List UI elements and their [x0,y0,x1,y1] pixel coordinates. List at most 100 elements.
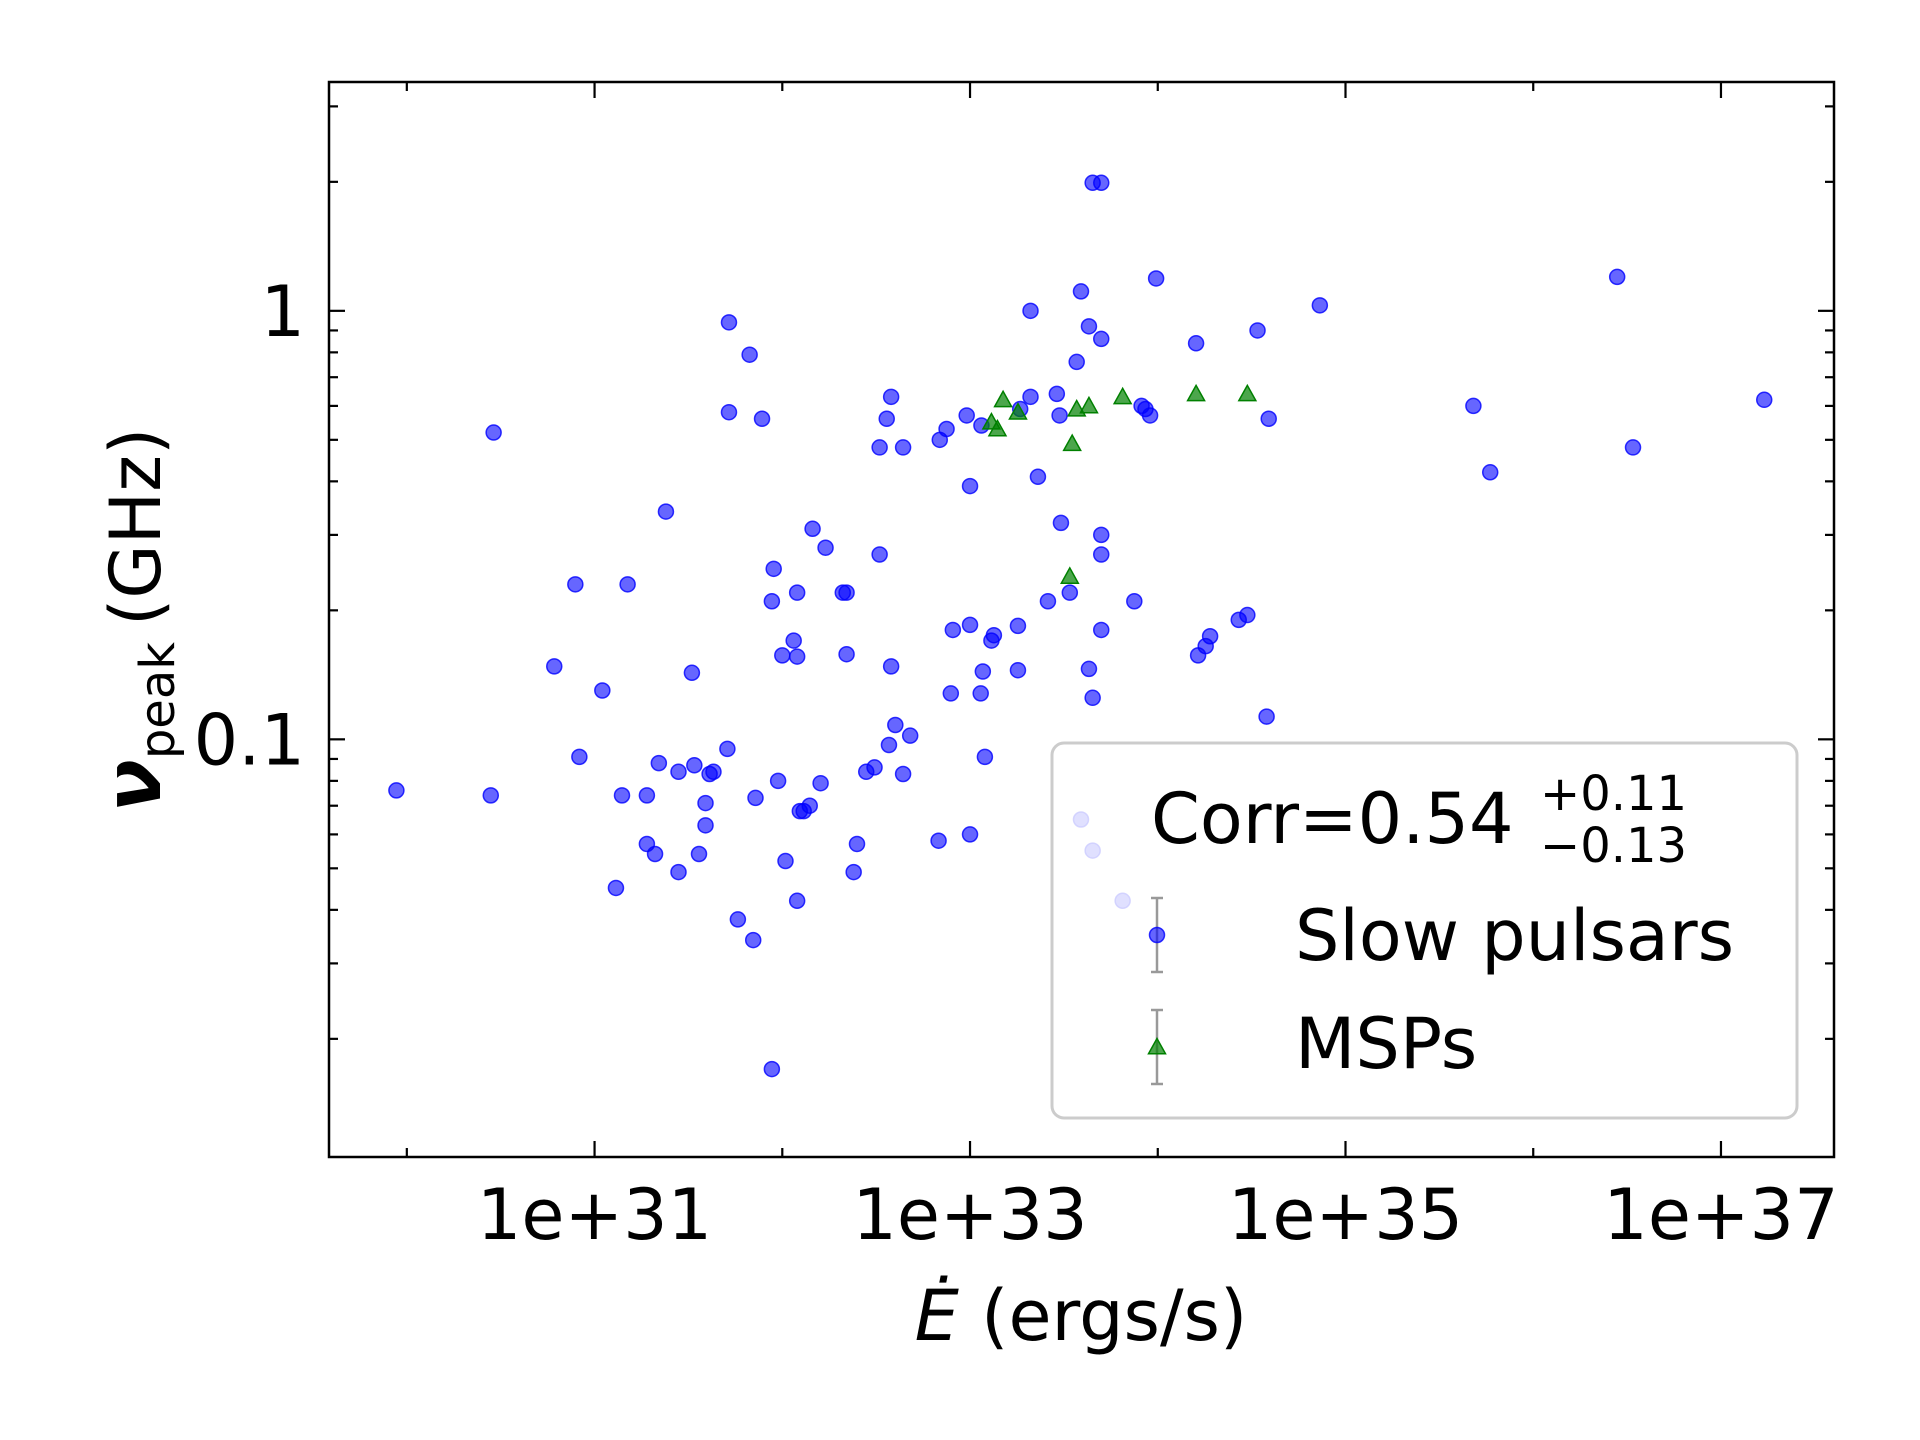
pulsar-point [1093,621,1110,639]
pulsar-point [1465,397,1482,415]
pulsar-point [985,626,1003,644]
y-tick-label: 1 [260,271,305,353]
pulsar-point [1260,410,1277,427]
pulsar-point [482,787,500,804]
pulsar-point [719,740,736,758]
pulsar-point [976,748,994,766]
pulsar-point [705,763,722,781]
x-label-unit: (ergs/s) [981,1275,1247,1357]
pulsar-point [871,439,888,456]
pulsar-point [817,539,834,556]
annotation-text: Corr=0.54 [1151,778,1514,860]
pulsar-point [1084,689,1101,707]
annotation-lower: −0.13 [1540,818,1687,874]
pulsar-point [788,584,806,601]
pulsar-point [1009,617,1027,635]
legend-box [1050,741,1799,1120]
pulsar-point [670,763,687,781]
pulsar-point [930,832,947,849]
pulsar-point [1051,407,1068,424]
legend-label: MSPs [1295,1003,1477,1085]
pulsar-point [871,546,888,563]
msp-point [1062,433,1082,452]
pulsar-point [690,845,708,863]
pulsar-point [961,826,979,843]
pulsar-point [646,845,664,863]
pulsar-point [686,757,703,774]
pulsar-point [1608,268,1626,286]
pulsar-point [894,439,912,456]
pulsar-point [1052,514,1070,532]
pulsar-point [887,716,904,734]
pulsar-point [485,424,502,441]
pulsar-point [1148,926,1166,944]
pulsar-point [878,410,895,427]
pulsar-point [1093,546,1110,563]
pulsar-point [1239,606,1256,624]
pulsar-point [670,863,687,881]
y-label-symbol: ν [89,759,179,812]
pulsar-point [753,410,771,427]
msp-point [1008,402,1028,420]
pulsar-point [1311,297,1329,314]
msp-point [993,389,1013,408]
y-axis-label: νpeak (GHz) [89,428,186,813]
pulsar-point [697,794,714,812]
pulsar-point [1061,584,1079,601]
x-tick-label: 1e+33 [852,1174,1087,1256]
pulsar-point [961,616,979,634]
axes: 1e+31 1e+33 1e+35 1e+37 0.1 1 [194,82,1839,1256]
x-tick-label: 1e+35 [1228,1174,1463,1256]
pulsar-point [1126,593,1143,610]
pulsar-point [942,685,960,702]
y-label-unit: (GHz) [95,428,177,626]
pulsar-point [657,503,675,520]
pulsar-point [880,736,898,754]
pulsar-point [848,835,866,853]
x-tick-label: 1e+31 [477,1174,712,1256]
pulsar-point [1048,385,1066,403]
pulsar-point [882,388,900,406]
annotation: Corr=0.54 [1151,778,1514,860]
pulsar-point [777,852,794,870]
pulsar-point [958,407,975,424]
pulsar-point [567,576,584,593]
pulsar-point [613,787,631,804]
pulsar-point [788,892,806,910]
pulsar-point [763,1060,781,1078]
pulsar-point [938,420,955,438]
pulsar-point [769,772,787,790]
pulsar-point [801,797,818,814]
pulsar-point [1039,593,1057,610]
pulsar-point [812,774,829,792]
pulsar-point [546,658,563,675]
pulsar-point [1080,660,1098,678]
pulsar-point [1481,464,1499,481]
pulsar-point [774,647,791,664]
pulsar-point [571,748,588,766]
pulsar-point [1093,526,1110,544]
msp-point [1186,383,1206,402]
pulsar-point [1093,174,1110,192]
annotation-upper: +0.11 [1540,766,1687,822]
x-tick-label: 1e+37 [1603,1174,1838,1256]
pulsar-point [788,648,806,665]
pulsar-point [638,787,656,804]
legend-label: Slow pulsars [1295,895,1734,977]
pulsar-point [838,584,855,601]
pulsar-point [1201,628,1219,645]
msp-point [1112,386,1133,405]
pulsar-point [697,817,714,834]
pulsar-point [1029,468,1047,486]
pulsar-point [972,685,989,702]
msp-point [1237,383,1258,402]
pulsar-point [974,663,992,680]
pulsar-point [388,782,405,799]
pulsar-point [747,789,764,807]
pulsar-point [619,576,636,593]
pulsar-point [1624,439,1642,456]
pulsar-point [607,879,625,897]
pulsar-point [1755,391,1773,409]
pulsar-point [866,759,883,776]
